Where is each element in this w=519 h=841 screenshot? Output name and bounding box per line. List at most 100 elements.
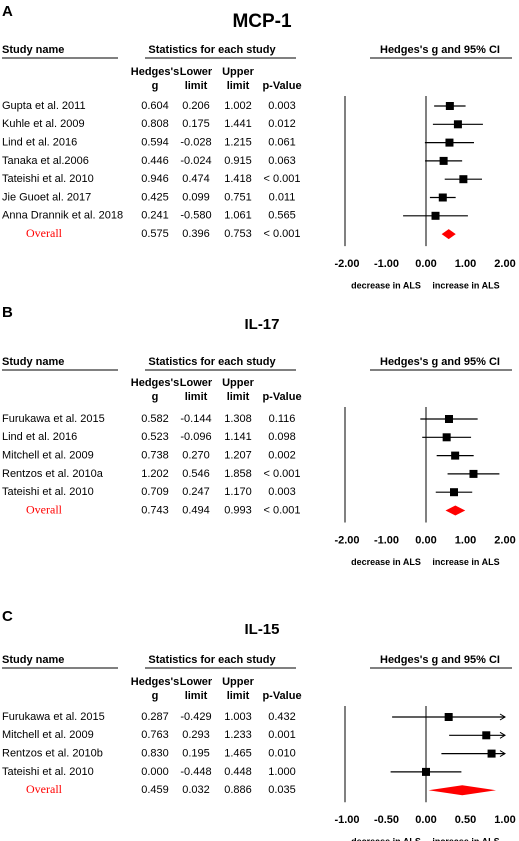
ci-arrow	[499, 713, 506, 721]
study-name: Mitchell et al. 2009	[2, 729, 94, 741]
cell: 0.830	[141, 748, 169, 760]
header: Study name	[2, 44, 64, 56]
x-tick-label: 0.00	[415, 258, 436, 270]
cell: 1.418	[224, 173, 252, 185]
cell: 0.738	[141, 450, 169, 462]
cell: 0.993	[224, 504, 252, 516]
x-tick-label: -1.00	[334, 814, 359, 826]
study-name: Anna Drannik et al. 2018	[2, 210, 123, 222]
x-axis-label: increase in ALS	[432, 557, 499, 567]
x-tick-label: 0.00	[415, 814, 436, 826]
column-header: limit	[185, 80, 208, 92]
chart-title: MCP-1	[232, 11, 292, 32]
header: Study name	[2, 654, 64, 666]
x-tick-label: -0.50	[374, 814, 399, 826]
cell: 0.474	[182, 173, 210, 185]
panel-label: B	[2, 304, 13, 321]
x-tick-label: -1.00	[374, 534, 399, 546]
cell: 1.202	[141, 468, 169, 480]
effect-square	[438, 193, 447, 202]
x-tick-label: -1.00	[374, 258, 399, 270]
x-tick-label: 2.00	[494, 534, 515, 546]
cell: 0.753	[224, 228, 252, 240]
column-header: g	[152, 391, 159, 403]
cell: 0.432	[268, 711, 296, 723]
cell: -0.096	[180, 431, 211, 443]
x-tick-label: 1.00	[494, 814, 515, 826]
cell: 0.002	[268, 450, 296, 462]
cell: 1.308	[224, 413, 252, 425]
x-tick-label: 0.00	[415, 534, 436, 546]
cell: 0.293	[182, 729, 210, 741]
header: Statistics for each study	[148, 44, 276, 56]
cell: 0.061	[268, 137, 296, 149]
cell: 0.032	[182, 784, 210, 796]
x-axis-label: decrease in ALS	[351, 557, 421, 567]
x-axis-label: decrease in ALS	[351, 837, 421, 841]
x-tick-label: 1.00	[455, 258, 476, 270]
effect-square	[444, 415, 453, 423]
cell: 0.575	[141, 228, 169, 240]
overall-diamond	[441, 229, 456, 240]
cell: 0.743	[141, 504, 169, 516]
cell: 0.241	[141, 210, 169, 222]
cell: 0.709	[141, 486, 169, 498]
cell: 1.002	[224, 100, 252, 112]
effect-square	[445, 102, 454, 110]
cell: 0.546	[182, 468, 210, 480]
cell: 0.010	[268, 748, 296, 760]
study-name: Tateishi et al. 2010	[2, 173, 94, 185]
cell: 0.175	[182, 118, 210, 130]
overall-diamond	[445, 505, 466, 516]
cell: 0.287	[141, 711, 169, 723]
column-header: g	[152, 690, 159, 702]
cell: -0.580	[180, 210, 211, 222]
column-header: Upper	[222, 66, 255, 78]
cell: 0.000	[141, 766, 169, 778]
header: Statistics for each study	[148, 356, 276, 368]
effect-square	[482, 731, 491, 740]
x-tick-label: 2.00	[494, 258, 515, 270]
header: Hedges's g and 95% CI	[380, 356, 500, 368]
cell: 0.448	[224, 766, 252, 778]
column-header: limit	[185, 391, 208, 403]
study-name: Rentzos et al. 2010b	[2, 748, 103, 760]
cell: 1.170	[224, 486, 252, 498]
chart-title: IL-17	[244, 316, 279, 333]
study-name: Overall	[26, 782, 63, 796]
cell: < 0.001	[263, 173, 300, 185]
cell: -0.429	[180, 711, 211, 723]
column-header: Lower	[180, 66, 213, 78]
ci-arrow	[499, 750, 506, 758]
cell: 0.446	[141, 155, 169, 167]
effect-square	[444, 713, 453, 721]
effect-square	[453, 120, 462, 129]
x-axis-label: increase in ALS	[432, 280, 499, 290]
study-name: Jie Guoet al. 2017	[2, 191, 91, 203]
study-name: Lind et al. 2016	[2, 431, 77, 443]
effect-square	[422, 767, 430, 776]
effect-square	[459, 175, 468, 184]
cell: 1.233	[224, 729, 252, 741]
column-header: p-Value	[262, 80, 301, 92]
study-name: Kuhle et al. 2009	[2, 118, 85, 130]
effect-square	[439, 156, 448, 165]
cell: 0.011	[269, 191, 296, 203]
cell: 1.465	[224, 748, 252, 760]
cell: 0.116	[269, 413, 296, 425]
cell: < 0.001	[263, 468, 300, 480]
column-header: p-Value	[262, 391, 301, 403]
study-name: Overall	[26, 226, 63, 240]
cell: 0.099	[182, 191, 210, 203]
column-header: Hedges's	[131, 377, 179, 389]
cell: 1.441	[224, 118, 252, 130]
x-axis-label: increase in ALS	[432, 837, 499, 841]
column-header: Hedges's	[131, 66, 179, 78]
cell: 0.808	[141, 118, 169, 130]
ci-arrow	[499, 731, 506, 739]
cell: 0.195	[182, 748, 210, 760]
cell: 0.098	[268, 431, 296, 443]
study-name: Tateishi et al. 2010	[2, 486, 94, 498]
cell: 1.141	[224, 431, 252, 443]
column-header: limit	[227, 80, 250, 92]
